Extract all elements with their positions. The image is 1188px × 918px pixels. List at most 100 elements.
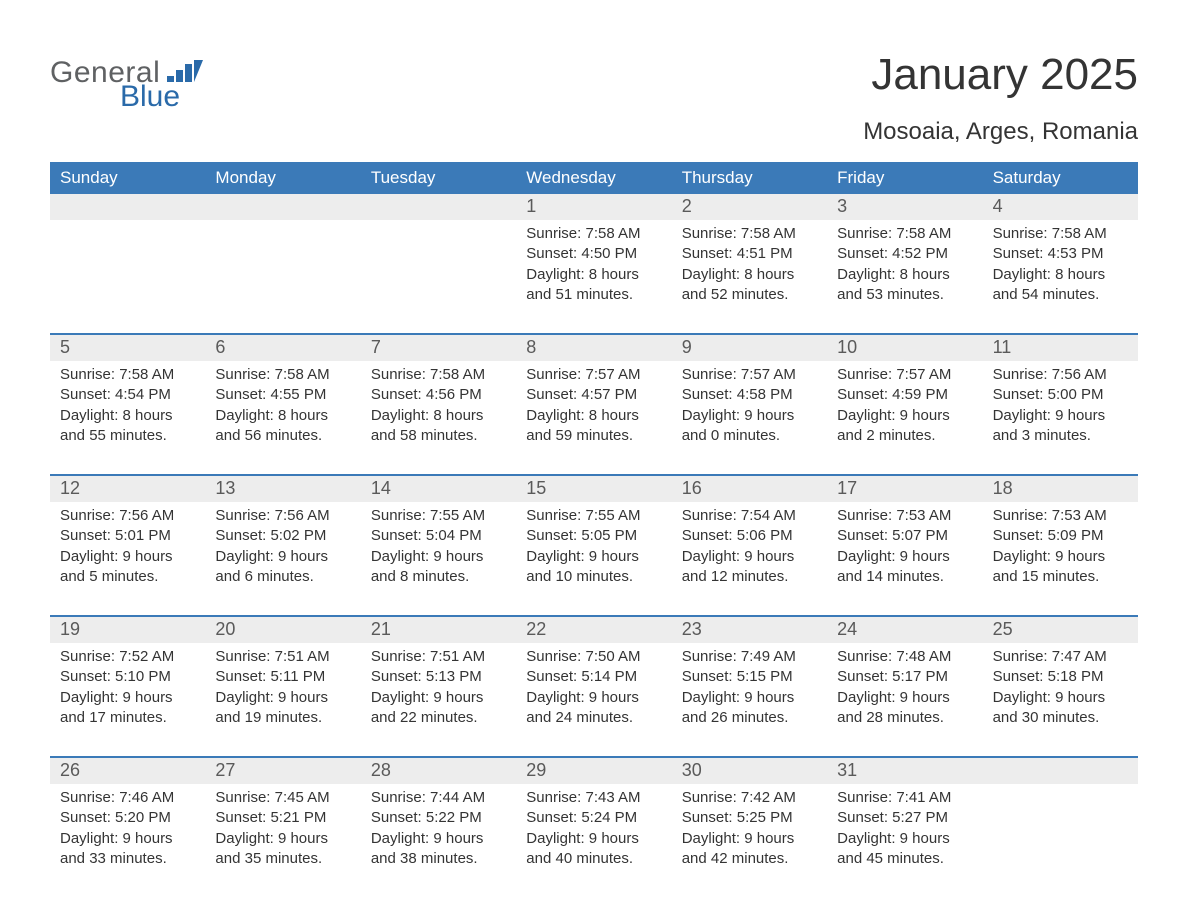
day-number: 2 xyxy=(672,194,827,220)
day-number: 27 xyxy=(205,758,360,784)
sunrise-line: Sunrise: 7:58 AM xyxy=(60,365,195,385)
daylight-line-2: and 38 minutes. xyxy=(371,849,506,869)
daylight-line-2: and 17 minutes. xyxy=(60,708,195,728)
sunset-line: Sunset: 5:13 PM xyxy=(371,667,506,687)
daylight-line-2: and 15 minutes. xyxy=(993,567,1128,587)
day-number: 24 xyxy=(827,617,982,643)
sunset-line: Sunset: 5:00 PM xyxy=(993,385,1128,405)
day-number: 31 xyxy=(827,758,982,784)
day-number: 11 xyxy=(983,335,1138,361)
sunset-line: Sunset: 4:58 PM xyxy=(682,385,817,405)
sunrise-line: Sunrise: 7:55 AM xyxy=(526,506,661,526)
day-number: 18 xyxy=(983,476,1138,502)
daylight-line-1: Daylight: 9 hours xyxy=(371,829,506,849)
day-cell: Sunrise: 7:57 AMSunset: 4:59 PMDaylight:… xyxy=(827,361,982,446)
daylight-line-1: Daylight: 9 hours xyxy=(526,829,661,849)
day-number-row: 19202122232425 xyxy=(50,617,1138,643)
weeks-container: 1234Sunrise: 7:58 AMSunset: 4:50 PMDayli… xyxy=(50,194,1138,869)
sunrise-line: Sunrise: 7:48 AM xyxy=(837,647,972,667)
day-cell xyxy=(361,220,516,305)
sunset-line: Sunset: 5:15 PM xyxy=(682,667,817,687)
sunrise-line: Sunrise: 7:57 AM xyxy=(682,365,817,385)
daylight-line-1: Daylight: 9 hours xyxy=(837,547,972,567)
daylight-line-1: Daylight: 9 hours xyxy=(837,829,972,849)
sunset-line: Sunset: 5:22 PM xyxy=(371,808,506,828)
week-row: 12131415161718Sunrise: 7:56 AMSunset: 5:… xyxy=(50,474,1138,587)
day-number: 23 xyxy=(672,617,827,643)
day-cell xyxy=(50,220,205,305)
day-number: 4 xyxy=(983,194,1138,220)
sunset-line: Sunset: 5:06 PM xyxy=(682,526,817,546)
daylight-line-1: Daylight: 9 hours xyxy=(682,406,817,426)
day-cell: Sunrise: 7:53 AMSunset: 5:09 PMDaylight:… xyxy=(983,502,1138,587)
daylight-line-2: and 40 minutes. xyxy=(526,849,661,869)
day-number: 7 xyxy=(361,335,516,361)
daylight-line-1: Daylight: 8 hours xyxy=(215,406,350,426)
logo: General Blue xyxy=(50,58,203,112)
sunrise-line: Sunrise: 7:44 AM xyxy=(371,788,506,808)
sunrise-line: Sunrise: 7:56 AM xyxy=(215,506,350,526)
day-cell xyxy=(983,784,1138,869)
sunrise-line: Sunrise: 7:56 AM xyxy=(993,365,1128,385)
day-number xyxy=(205,194,360,220)
daylight-line-2: and 22 minutes. xyxy=(371,708,506,728)
daylight-line-2: and 0 minutes. xyxy=(682,426,817,446)
day-number: 6 xyxy=(205,335,360,361)
daylight-line-1: Daylight: 9 hours xyxy=(993,406,1128,426)
sunset-line: Sunset: 5:09 PM xyxy=(993,526,1128,546)
sunset-line: Sunset: 5:18 PM xyxy=(993,667,1128,687)
day-number xyxy=(361,194,516,220)
day-number: 21 xyxy=(361,617,516,643)
sunset-line: Sunset: 5:11 PM xyxy=(215,667,350,687)
day-cell: Sunrise: 7:58 AMSunset: 4:54 PMDaylight:… xyxy=(50,361,205,446)
daylight-line-1: Daylight: 9 hours xyxy=(993,688,1128,708)
sunrise-line: Sunrise: 7:51 AM xyxy=(371,647,506,667)
daylight-line-2: and 24 minutes. xyxy=(526,708,661,728)
sunrise-line: Sunrise: 7:52 AM xyxy=(60,647,195,667)
day-number: 22 xyxy=(516,617,671,643)
weekday-label: Saturday xyxy=(983,162,1138,194)
sunset-line: Sunset: 5:02 PM xyxy=(215,526,350,546)
day-number: 13 xyxy=(205,476,360,502)
daylight-line-2: and 10 minutes. xyxy=(526,567,661,587)
week-row: 1234Sunrise: 7:58 AMSunset: 4:50 PMDayli… xyxy=(50,194,1138,305)
daylight-line-2: and 5 minutes. xyxy=(60,567,195,587)
day-number: 26 xyxy=(50,758,205,784)
sunrise-line: Sunrise: 7:49 AM xyxy=(682,647,817,667)
weekday-label: Monday xyxy=(205,162,360,194)
day-number: 17 xyxy=(827,476,982,502)
day-cell: Sunrise: 7:51 AMSunset: 5:13 PMDaylight:… xyxy=(361,643,516,728)
sunrise-line: Sunrise: 7:41 AM xyxy=(837,788,972,808)
daylight-line-2: and 26 minutes. xyxy=(682,708,817,728)
day-cell: Sunrise: 7:47 AMSunset: 5:18 PMDaylight:… xyxy=(983,643,1138,728)
sunrise-line: Sunrise: 7:55 AM xyxy=(371,506,506,526)
day-number-row: 262728293031 xyxy=(50,758,1138,784)
sunrise-line: Sunrise: 7:58 AM xyxy=(215,365,350,385)
day-cell: Sunrise: 7:58 AMSunset: 4:53 PMDaylight:… xyxy=(983,220,1138,305)
logo-bars-icon xyxy=(167,60,203,82)
day-cell: Sunrise: 7:54 AMSunset: 5:06 PMDaylight:… xyxy=(672,502,827,587)
weekday-header: SundayMondayTuesdayWednesdayThursdayFrid… xyxy=(50,162,1138,194)
day-cell: Sunrise: 7:43 AMSunset: 5:24 PMDaylight:… xyxy=(516,784,671,869)
daylight-line-2: and 56 minutes. xyxy=(215,426,350,446)
sunrise-line: Sunrise: 7:51 AM xyxy=(215,647,350,667)
day-number: 1 xyxy=(516,194,671,220)
daylight-line-2: and 14 minutes. xyxy=(837,567,972,587)
daylight-line-1: Daylight: 9 hours xyxy=(215,688,350,708)
daylight-line-2: and 54 minutes. xyxy=(993,285,1128,305)
sunset-line: Sunset: 5:20 PM xyxy=(60,808,195,828)
day-cell: Sunrise: 7:56 AMSunset: 5:01 PMDaylight:… xyxy=(50,502,205,587)
weekday-label: Tuesday xyxy=(361,162,516,194)
sunrise-line: Sunrise: 7:58 AM xyxy=(371,365,506,385)
day-cell: Sunrise: 7:46 AMSunset: 5:20 PMDaylight:… xyxy=(50,784,205,869)
sunset-line: Sunset: 5:01 PM xyxy=(60,526,195,546)
daylight-line-1: Daylight: 9 hours xyxy=(682,688,817,708)
sunset-line: Sunset: 4:59 PM xyxy=(837,385,972,405)
week-row: 567891011Sunrise: 7:58 AMSunset: 4:54 PM… xyxy=(50,333,1138,446)
sunset-line: Sunset: 4:57 PM xyxy=(526,385,661,405)
day-number xyxy=(983,758,1138,784)
daylight-line-1: Daylight: 9 hours xyxy=(837,406,972,426)
daylight-line-2: and 28 minutes. xyxy=(837,708,972,728)
calendar-page: General Blue January 2025 Mosoaia, Arges… xyxy=(0,0,1188,918)
day-number: 9 xyxy=(672,335,827,361)
